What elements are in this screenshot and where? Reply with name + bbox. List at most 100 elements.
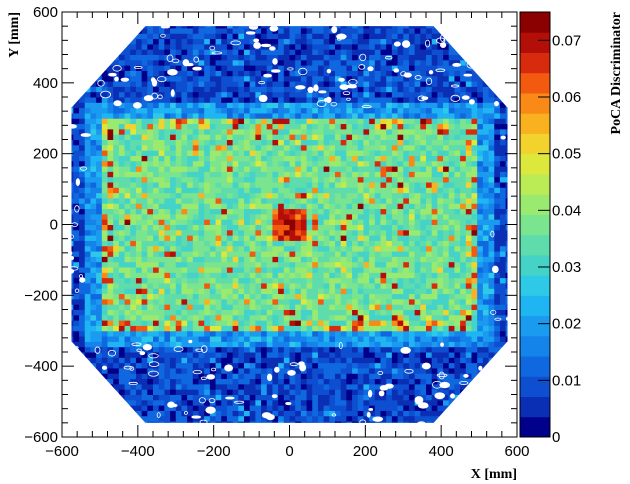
heatmap-cell — [244, 261, 251, 268]
heatmap-cell — [73, 235, 80, 241]
heatmap-cell — [369, 203, 376, 210]
heatmap-cell — [232, 235, 239, 241]
heatmap-cell — [79, 155, 86, 162]
heatmap-cell — [221, 134, 228, 140]
heatmap-cell — [323, 123, 330, 130]
heatmap-cell — [232, 70, 239, 77]
heatmap-cell — [170, 330, 177, 337]
heatmap-cell — [300, 256, 308, 263]
heatmap-cell — [391, 86, 399, 93]
heatmap-cell — [255, 267, 262, 273]
heatmap-cell — [71, 272, 74, 279]
heatmap-cell — [335, 405, 342, 411]
heatmap-cell — [135, 150, 143, 156]
heatmap-cell — [238, 123, 245, 130]
heatmap-cell — [295, 128, 302, 135]
heatmap-cell — [363, 203, 370, 210]
heatmap-cell — [204, 219, 211, 225]
heatmap-cell — [352, 240, 359, 247]
heatmap-cell — [289, 54, 296, 61]
heatmap-cell — [170, 27, 177, 34]
heatmap-cell — [266, 27, 273, 34]
heatmap-cell — [346, 197, 353, 204]
heatmap-cell — [153, 346, 160, 353]
heatmap-cell — [312, 38, 319, 45]
heatmap-cell — [312, 166, 319, 172]
heatmap-cell — [71, 107, 74, 114]
heatmap-cell — [278, 54, 285, 61]
heatmap-cell — [397, 267, 404, 273]
heatmap-cell — [124, 97, 131, 103]
heatmap-cell — [380, 346, 387, 353]
heatmap-cell — [164, 394, 171, 401]
heatmap-cell — [295, 261, 302, 268]
heatmap-cell — [73, 118, 80, 125]
heatmap-cell — [306, 81, 313, 87]
heatmap-cell — [346, 75, 353, 82]
heatmap-cell — [380, 155, 387, 162]
heatmap-cell — [323, 219, 330, 225]
heatmap-cell — [317, 150, 325, 156]
heatmap-cell — [170, 298, 177, 305]
heatmap-cell — [283, 272, 290, 279]
heatmap-cell — [306, 59, 313, 66]
heatmap-cell — [158, 203, 165, 210]
heatmap-cell — [278, 309, 285, 316]
heatmap-cell — [204, 383, 211, 390]
heatmap-cell — [244, 123, 251, 130]
heatmap-cell — [391, 128, 399, 135]
heatmap-cell — [340, 70, 347, 77]
heatmap-cell — [352, 123, 359, 130]
heatmap-cell — [79, 325, 86, 332]
heatmap-cell — [255, 182, 262, 188]
heatmap-cell — [204, 341, 211, 348]
heatmap-cell — [232, 389, 239, 395]
heatmap-cell — [232, 378, 239, 385]
heatmap-cell — [346, 341, 353, 348]
heatmap-cell — [221, 65, 228, 71]
heatmap-cell — [255, 394, 262, 401]
heatmap-cell — [158, 112, 165, 119]
heatmap-cell — [181, 139, 188, 146]
heatmap-cell — [73, 288, 80, 295]
heatmap-cell — [158, 33, 165, 40]
heatmap-cell — [278, 325, 285, 332]
heatmap-cell — [164, 97, 171, 103]
heatmap-cell — [158, 251, 165, 257]
heatmap-cell — [369, 256, 376, 263]
heatmap-cell — [192, 123, 199, 130]
heatmap-cell — [261, 160, 268, 167]
heatmap-cell — [346, 383, 353, 390]
heatmap-cell — [249, 150, 256, 156]
heatmap-cell — [141, 59, 148, 66]
heatmap-cell — [283, 33, 290, 40]
heatmap-cell — [335, 27, 342, 34]
heatmap-cell — [261, 155, 268, 162]
heatmap-cell — [181, 33, 188, 40]
heatmap-cell — [386, 394, 393, 401]
heatmap-cell — [317, 38, 325, 45]
heatmap-cell — [90, 352, 97, 358]
heatmap-cell — [369, 86, 376, 93]
heatmap-cell — [403, 224, 410, 231]
heatmap-cell — [209, 330, 217, 337]
heatmap-cell — [283, 383, 290, 390]
heatmap-cell — [249, 49, 256, 55]
heatmap-cell — [272, 341, 279, 348]
heatmap-cell — [249, 97, 256, 103]
heatmap-cell — [84, 123, 91, 130]
heatmap-cell — [187, 97, 194, 103]
heatmap-cell — [391, 235, 399, 241]
heatmap-cell — [71, 203, 74, 210]
heatmap-cell — [135, 272, 143, 279]
heatmap-cell — [391, 245, 399, 252]
heatmap-cell — [209, 144, 217, 151]
heatmap-cell — [272, 155, 279, 162]
heatmap-cell — [346, 256, 353, 263]
heatmap-cell — [352, 160, 359, 167]
heatmap-cell — [312, 219, 319, 225]
heatmap-cell — [306, 293, 313, 300]
heatmap-cell — [249, 102, 256, 109]
heatmap-cell — [135, 86, 143, 93]
